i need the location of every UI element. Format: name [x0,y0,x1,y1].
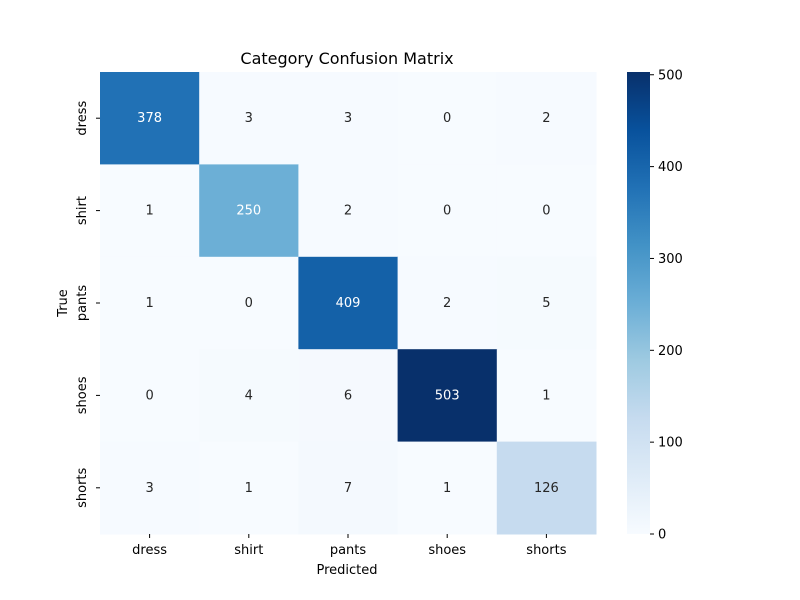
heatmap-cell [298,441,399,535]
x-tick-label: shirt [234,543,263,558]
heatmap-cells: 378 3 3 0 21 250 2 0 01 0 409 2 50 4 6 503 13 1 7 1 126 [100,72,597,535]
cell-value-label: 126 [534,481,559,496]
y-tick-label: shorts [75,467,90,507]
colorbar-tick-label: 100 [658,436,683,451]
y-tick-label: shoes [75,376,90,414]
colorbar-tick-label: 400 [658,160,683,175]
heatmap-cell [397,441,498,535]
x-tick-label: pants [330,543,367,558]
cell-value-label: 2 [344,204,352,219]
heatmap-cell [496,349,597,443]
cell-value-label: 0 [245,296,253,311]
heatmap-cell [397,72,498,165]
heatmap-cell [496,441,597,535]
cell-value-label: 2 [542,111,550,126]
heatmap-cell [298,164,399,258]
colorbar-tick-label: 0 [658,528,666,543]
y-tick-label: dress [75,101,90,136]
y-axis: dress shirt pants shoes shorts [75,101,100,508]
cell-value-label: 2 [443,296,451,311]
x-axis: dress shirt pants shoes shorts [132,534,567,558]
cell-value-label: 3 [344,111,352,126]
y-tick-label: shirt [75,196,90,225]
heatmap-cell [199,164,299,258]
colorbar: 0 100 200 300 400 500 [627,68,683,543]
cell-value-label: 7 [344,481,352,496]
y-tick-label: pants [75,285,90,322]
colorbar-tick-label: 300 [658,252,683,267]
x-axis-label: Predicted [316,563,377,578]
colorbar-tick-label: 200 [658,344,683,359]
heatmap-cell [496,164,597,258]
heatmap-cell [397,164,498,258]
cell-value-label: 3 [145,481,153,496]
cell-value-label: 6 [344,388,352,403]
chart-title: Category Confusion Matrix [240,49,453,68]
heatmap-cell [199,72,299,165]
heatmap-cell [397,256,498,350]
cell-value-label: 0 [145,388,153,403]
heatmap-cell [100,164,200,258]
heatmap-cell [298,349,399,443]
x-tick-label: shoes [428,543,466,558]
heatmap-cell [100,349,200,443]
cell-value-label: 0 [443,111,451,126]
cell-value-label: 1 [443,481,451,496]
cell-value-label: 503 [435,388,460,403]
x-tick-label: dress [132,543,167,558]
heatmap-cell [496,72,597,165]
heatmap-cell [496,256,597,350]
heatmap-cell [100,256,200,350]
cell-value-label: 0 [443,204,451,219]
cell-value-label: 250 [236,204,261,219]
cell-value-label: 378 [137,111,162,126]
cell-value-label: 3 [245,111,253,126]
colorbar-gradient [627,72,650,534]
heatmap-cell [397,349,498,443]
heatmap-cell [100,72,200,165]
x-tick-label: shorts [526,543,566,558]
cell-value-label: 1 [145,204,153,219]
heatmap-cell [298,72,399,165]
cell-value-label: 1 [245,481,253,496]
colorbar-tick-label: 500 [658,68,683,83]
y-axis-label: True [56,289,71,318]
heatmap-cell [199,256,299,350]
cell-value-label: 409 [336,296,361,311]
cell-value-label: 5 [542,296,550,311]
heatmap-cell [298,256,399,350]
heatmap-cell [199,349,299,443]
cell-value-label: 0 [542,204,550,219]
heatmap-cell [100,441,200,535]
cell-value-label: 1 [145,296,153,311]
cell-value-label: 1 [542,388,550,403]
heatmap-cell [199,441,299,535]
cell-value-label: 4 [245,388,253,403]
